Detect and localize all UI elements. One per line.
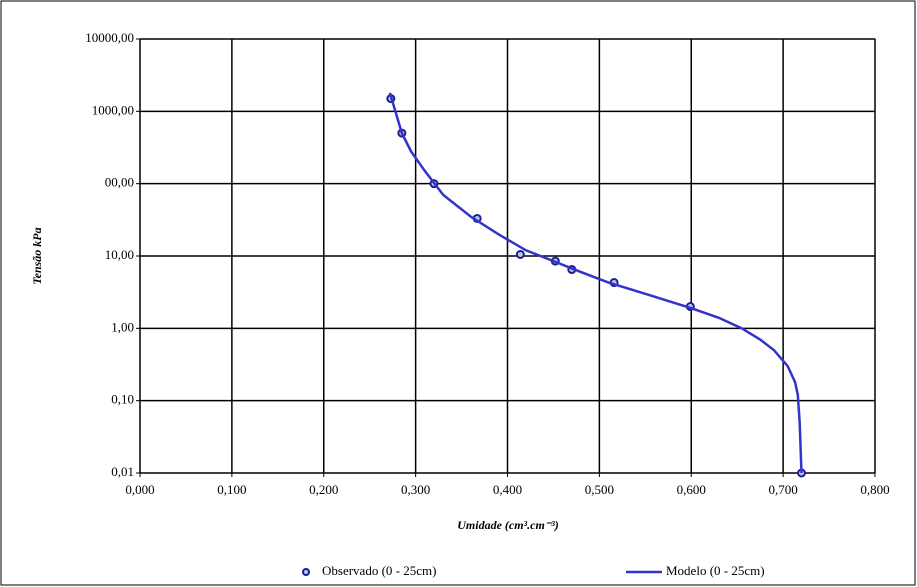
legend-marker [302, 568, 310, 576]
y-tick-label: 10000,00 [85, 30, 134, 45]
y-tick-label: 0,10 [111, 392, 134, 407]
x-tick-label: 0,300 [401, 482, 430, 497]
y-tick-label: 1000,00 [92, 102, 134, 117]
x-axis-title: Umidade (cm³.cm⁻³) [457, 518, 559, 532]
x-tick-label: 0,100 [217, 482, 246, 497]
x-tick-label: 0,000 [125, 482, 154, 497]
x-tick-label: 0,400 [493, 482, 522, 497]
x-tick-label: 0,600 [677, 482, 706, 497]
y-tick-label: 00,00 [105, 175, 134, 190]
observed-point [515, 249, 525, 259]
x-tick-label: 0,700 [769, 482, 798, 497]
legend-label: Modelo (0 - 25cm) [666, 563, 765, 578]
x-tick-label: 0,500 [585, 482, 614, 497]
x-tick-label: 0,200 [309, 482, 338, 497]
y-tick-label: 0,01 [111, 464, 134, 479]
legend-label: Observado (0 - 25cm) [322, 563, 436, 578]
model-line [388, 92, 803, 474]
y-tick-label: 1,00 [111, 319, 134, 334]
y-axis-title: Tensão kPa [30, 227, 44, 284]
x-tick-label: 0,800 [860, 482, 889, 497]
y-tick-label: 10,00 [105, 247, 134, 262]
